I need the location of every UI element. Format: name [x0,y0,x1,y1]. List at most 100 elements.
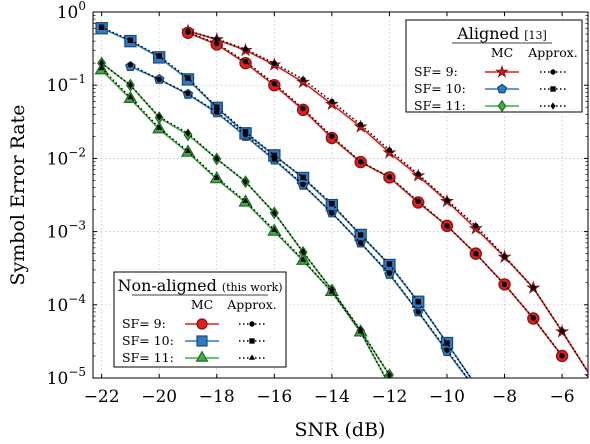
legend-mc-marker [497,99,507,113]
data-point [98,64,105,71]
series-line [187,31,563,357]
legend-col-approx: Approx. [226,297,277,312]
data-point [127,37,134,44]
data-point [473,387,478,392]
data-point [530,285,537,291]
legend-row-label: SF= 10: [414,81,466,96]
data-point [299,256,307,262]
legend-title: Aligned [13] [456,24,547,43]
data-point [329,201,335,207]
data-point [473,223,479,229]
legend-row-label: SF= 10: [122,333,174,348]
data-point [444,340,450,346]
x-tick-label: −22 [84,387,120,407]
data-point [357,240,364,246]
data-point [444,223,450,229]
legend-nonaligned: Non-aligned (this work) MC Approx. SF= 9: SF=… [113,271,287,368]
data-point [271,152,278,159]
data-point [127,62,134,68]
data-point [185,129,191,137]
data-point [300,105,306,112]
data-point [583,374,588,378]
data-point [214,104,220,110]
data-point [271,209,277,217]
series-nonaligned-sf11-approx [98,64,387,378]
data-point [386,147,393,153]
legend-mc-marker [495,64,509,78]
data-point [271,80,278,87]
y-tick-label: 10−4 [47,292,87,316]
legend-mc-marker [196,335,208,347]
data-point [357,121,364,128]
data-point [127,93,134,100]
x-tick-label: −18 [199,387,235,407]
data-point [242,197,249,204]
x-tick-label: −8 [492,387,517,407]
data-point [214,36,220,42]
series-line [101,62,391,376]
x-tick-label: −10 [429,387,465,407]
legend-approx-marker [550,102,556,110]
data-point [300,76,306,83]
legend-mc-marker [196,318,208,330]
y-tick-label: 10−3 [47,219,86,243]
data-point [357,159,364,165]
data-point [473,250,479,257]
data-point [242,129,249,135]
legend-approx-marker [248,354,256,360]
data-point [559,353,565,359]
x-tick-label: −14 [314,387,350,407]
y-tick-label: 10−2 [47,145,86,169]
data-point [271,60,278,66]
data-point [185,29,191,35]
data-point [98,24,105,30]
data-point [415,198,421,204]
legend-approx-marker [550,69,556,75]
data-point [185,90,191,97]
legend-mc-marker [496,83,508,94]
series-aligned-sf11-approx [99,59,392,378]
legend-row-label: SF= 9: [414,64,458,79]
data-point [386,174,393,180]
data-point [415,309,421,315]
legend-mc-marker [195,350,209,362]
legend-title: Non-aligned (this work) [117,276,282,295]
y-tick-label: 10−5 [47,365,86,389]
data-point [214,109,220,115]
data-point [213,174,220,180]
x-axis-label: SNR (dB) [295,419,386,441]
data-point [471,385,480,394]
data-point [214,40,220,47]
y-tick-label: 100 [57,0,86,23]
data-point [357,232,364,238]
data-point [501,281,508,288]
series-layer [94,22,588,394]
legend-approx-marker [550,86,556,92]
data-point [473,383,478,388]
legend-approx-marker [249,338,255,344]
data-point [156,76,162,83]
data-point [444,347,450,353]
axis-ticks: −22 −20 −18 −16 −14 −12 −10 −8 −6 100 10−1 10−2 10−3… [47,0,588,407]
series-nonaligned-sf9-approx [185,29,565,359]
data-point [501,253,508,259]
data-point [242,58,249,65]
data-point [243,178,249,186]
data-point [386,270,393,276]
data-point [214,155,220,163]
data-point [444,197,450,203]
series-nonaligned-sf10-approx [98,24,478,388]
data-point [357,328,364,334]
x-tick-label: −16 [256,387,292,407]
data-point [415,171,421,177]
data-point [300,248,306,256]
data-point [329,98,335,105]
data-point [127,81,133,89]
data-point [156,53,162,59]
data-point [386,261,393,267]
legend-row-label: SF= 9: [122,316,166,331]
legend-row-label: SF= 11: [122,350,174,365]
legend-col-mc: MC [191,297,213,312]
data-point [156,124,163,130]
